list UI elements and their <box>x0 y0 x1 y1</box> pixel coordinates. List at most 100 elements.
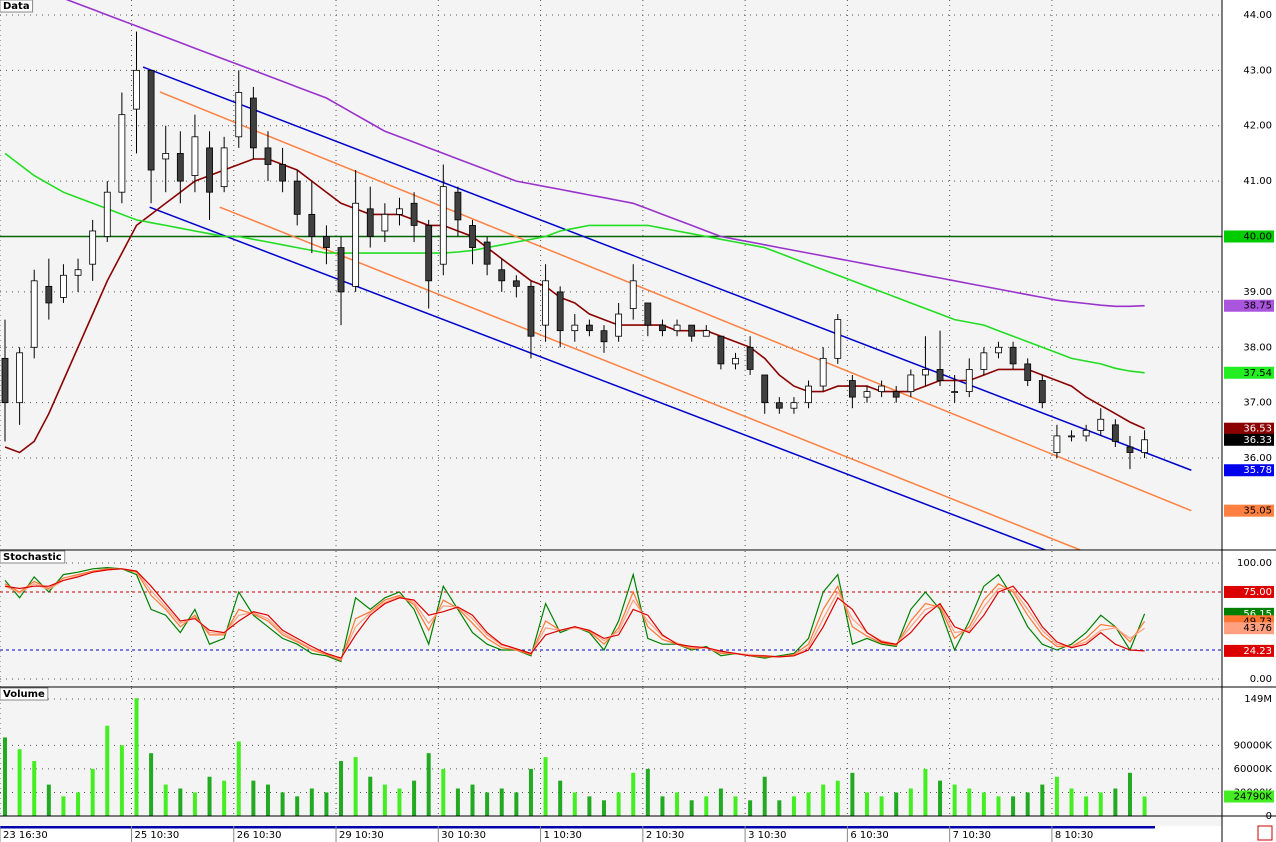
volume-bar <box>119 745 124 816</box>
candle-body <box>586 324 593 332</box>
volume-bar <box>689 800 694 816</box>
trend-line <box>149 206 1046 550</box>
volume-bar <box>382 784 387 816</box>
volume-bar <box>952 784 957 816</box>
volume-bar <box>105 725 110 816</box>
candle-body <box>264 147 272 165</box>
volume-bar <box>90 768 95 816</box>
volume-bar <box>339 761 344 816</box>
volume-bar <box>280 792 285 816</box>
price-marker-label: 24.23 <box>1243 646 1272 657</box>
volume-bar <box>879 796 884 816</box>
candle-body <box>1068 435 1075 438</box>
volume-bar <box>572 792 577 816</box>
volume-bar <box>17 749 22 816</box>
candle-body <box>162 153 170 160</box>
volume-bar <box>499 788 504 816</box>
candle-body <box>469 225 476 248</box>
x-tick-label: 23 16:30 <box>3 830 48 841</box>
candle-body <box>249 97 257 149</box>
candle-body <box>60 274 67 298</box>
panel-title-box <box>0 0 34 13</box>
moving-average <box>65 0 1145 308</box>
x-tick-label: 29 10:30 <box>339 830 384 841</box>
volume-bar <box>1011 796 1016 816</box>
volume-bar <box>923 768 928 816</box>
panel-title-box <box>0 550 66 564</box>
candle-body <box>571 324 579 332</box>
stochastic-line <box>4 568 1145 659</box>
volume-bar <box>543 757 548 816</box>
plot-area <box>0 688 1222 816</box>
candle-body <box>352 202 360 287</box>
candle-body <box>848 380 856 398</box>
candle-body <box>279 164 286 182</box>
volume-bar <box>996 796 1001 816</box>
volume-bar <box>222 780 227 816</box>
volume-bar <box>426 753 431 816</box>
candle-body <box>30 280 38 348</box>
volume-bar <box>265 784 270 816</box>
candle-body <box>206 147 213 193</box>
candle-body <box>644 302 652 326</box>
price-marker <box>1224 622 1274 635</box>
candle-body <box>673 324 681 332</box>
volume-bar <box>718 788 723 816</box>
volume-bar <box>309 788 314 816</box>
candle-body <box>1053 435 1061 453</box>
volume-bar <box>602 800 607 816</box>
volume-bar <box>616 792 621 816</box>
price-marker-label: 37.54 <box>1243 368 1272 379</box>
candle-body <box>308 213 316 237</box>
volume-bar <box>1054 776 1059 816</box>
volume-bar <box>748 800 753 816</box>
candle-body <box>118 114 126 193</box>
candle-body <box>439 186 447 265</box>
y-tick-label: 0.00 <box>1250 674 1272 685</box>
volume-bar <box>149 753 154 816</box>
price-marker-label: 40.00 <box>1243 232 1272 243</box>
x-tick-label: 1 10:30 <box>544 830 582 841</box>
y-tick-label: 37.00 <box>1243 398 1272 409</box>
price-marker <box>1224 230 1274 243</box>
x-tick-label: 6 10:30 <box>850 830 888 841</box>
volume-bar <box>178 788 183 816</box>
candle-body <box>527 285 535 337</box>
volume-bar <box>864 792 869 816</box>
volume-bar <box>134 698 139 816</box>
volume-bar <box>3 737 7 816</box>
volume-bar <box>528 768 533 816</box>
price-marker-label: 75.00 <box>1243 587 1272 598</box>
candle-body <box>965 369 973 392</box>
candle-body <box>1009 346 1017 365</box>
volume-bar <box>835 780 840 816</box>
candle-body <box>498 269 506 282</box>
volume-bar <box>441 768 446 816</box>
y-tick-label: 43.00 <box>1243 65 1272 76</box>
volume-bar <box>558 780 563 816</box>
corner-button[interactable] <box>1257 825 1273 841</box>
candle-body <box>16 352 24 404</box>
x-tick-label: 30 10:30 <box>441 830 486 841</box>
candle-body <box>556 291 564 332</box>
price-marker <box>1224 790 1274 803</box>
x-tick-label: 8 10:30 <box>1055 830 1093 841</box>
volume-bar <box>514 792 519 816</box>
y-tick-label: 44.00 <box>1243 10 1272 21</box>
candle-body <box>615 313 623 337</box>
volume-bar <box>324 792 329 816</box>
x-tick-label: 3 10:30 <box>748 830 786 841</box>
candle-body <box>819 357 827 387</box>
moving-average <box>4 152 1145 374</box>
price-marker-label: 49.73 <box>1243 616 1272 627</box>
panel-background <box>0 551 1222 687</box>
volume-bar <box>777 800 782 816</box>
candle-body <box>235 92 243 138</box>
price-marker-label: 36.53 <box>1243 424 1272 435</box>
candle-body <box>1097 418 1105 431</box>
x-tick-label: 25 10:30 <box>134 830 179 841</box>
panel-title: Stochastic <box>3 552 62 563</box>
volume-bar <box>660 796 665 816</box>
volume-bar <box>251 780 256 816</box>
candle-body <box>790 402 798 409</box>
